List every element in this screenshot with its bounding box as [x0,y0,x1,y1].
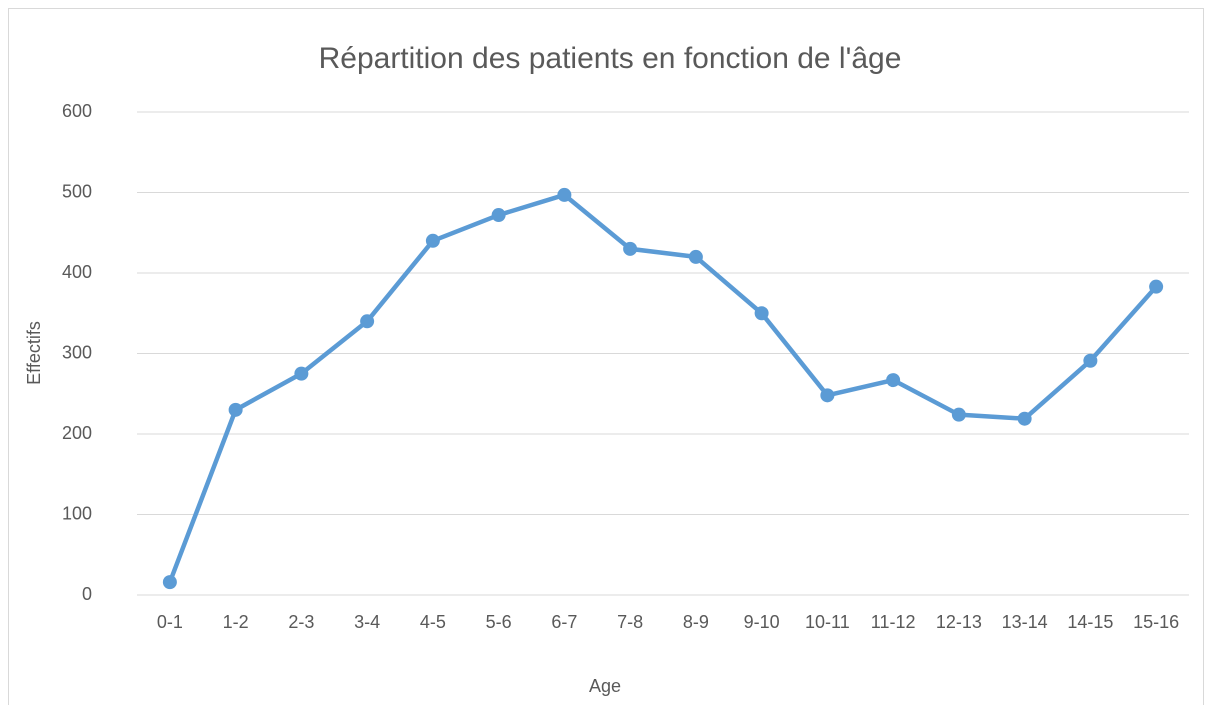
data-point [820,388,835,403]
y-tick-label: 200 [62,423,92,443]
x-axis-label: Age [589,676,621,696]
data-point [688,249,703,264]
data-point [623,241,638,256]
x-tick-label: 5-6 [486,612,512,632]
data-point [886,373,901,388]
x-tick-label: 0-1 [157,612,183,632]
data-point [1083,353,1098,368]
x-tick-label: 1-2 [223,612,249,632]
data-point [294,366,309,381]
data-point [951,407,966,422]
x-tick-label: 9-10 [744,612,780,632]
data-point [1017,411,1032,426]
x-tick-label: 6-7 [551,612,577,632]
x-tick-label: 3-4 [354,612,380,632]
x-tick-label: 12-13 [936,612,982,632]
x-tick-label: 4-5 [420,612,446,632]
x-tick-label: 10-11 [805,612,850,632]
y-axis-label: Effectifs [24,321,44,385]
x-tick-label: 14-15 [1067,612,1113,632]
x-tick-label: 7-8 [617,612,643,632]
data-point [162,575,177,590]
y-tick-label: 100 [62,503,92,523]
data-point [360,314,375,329]
data-point [754,306,769,321]
y-tick-label: 500 [62,181,92,201]
chart-title: Répartition des patients en fonction de … [319,42,902,75]
y-tick-label: 400 [62,262,92,282]
x-tick-label: 15-16 [1133,612,1179,632]
data-point [425,233,440,248]
y-tick-label: 0 [82,584,92,604]
data-point [491,208,506,223]
data-point [1149,279,1164,294]
chart-frame [8,8,1204,705]
data-point [228,402,243,417]
data-line [167,192,1159,585]
x-tick-label: 13-14 [1002,612,1048,632]
x-tick-label: 11-12 [871,612,916,632]
x-tick-label: 2-3 [288,612,314,632]
data-point [557,187,572,202]
y-tick-label: 300 [62,342,92,362]
x-tick-label: 8-9 [683,612,709,632]
y-tick-label: 600 [62,101,92,121]
